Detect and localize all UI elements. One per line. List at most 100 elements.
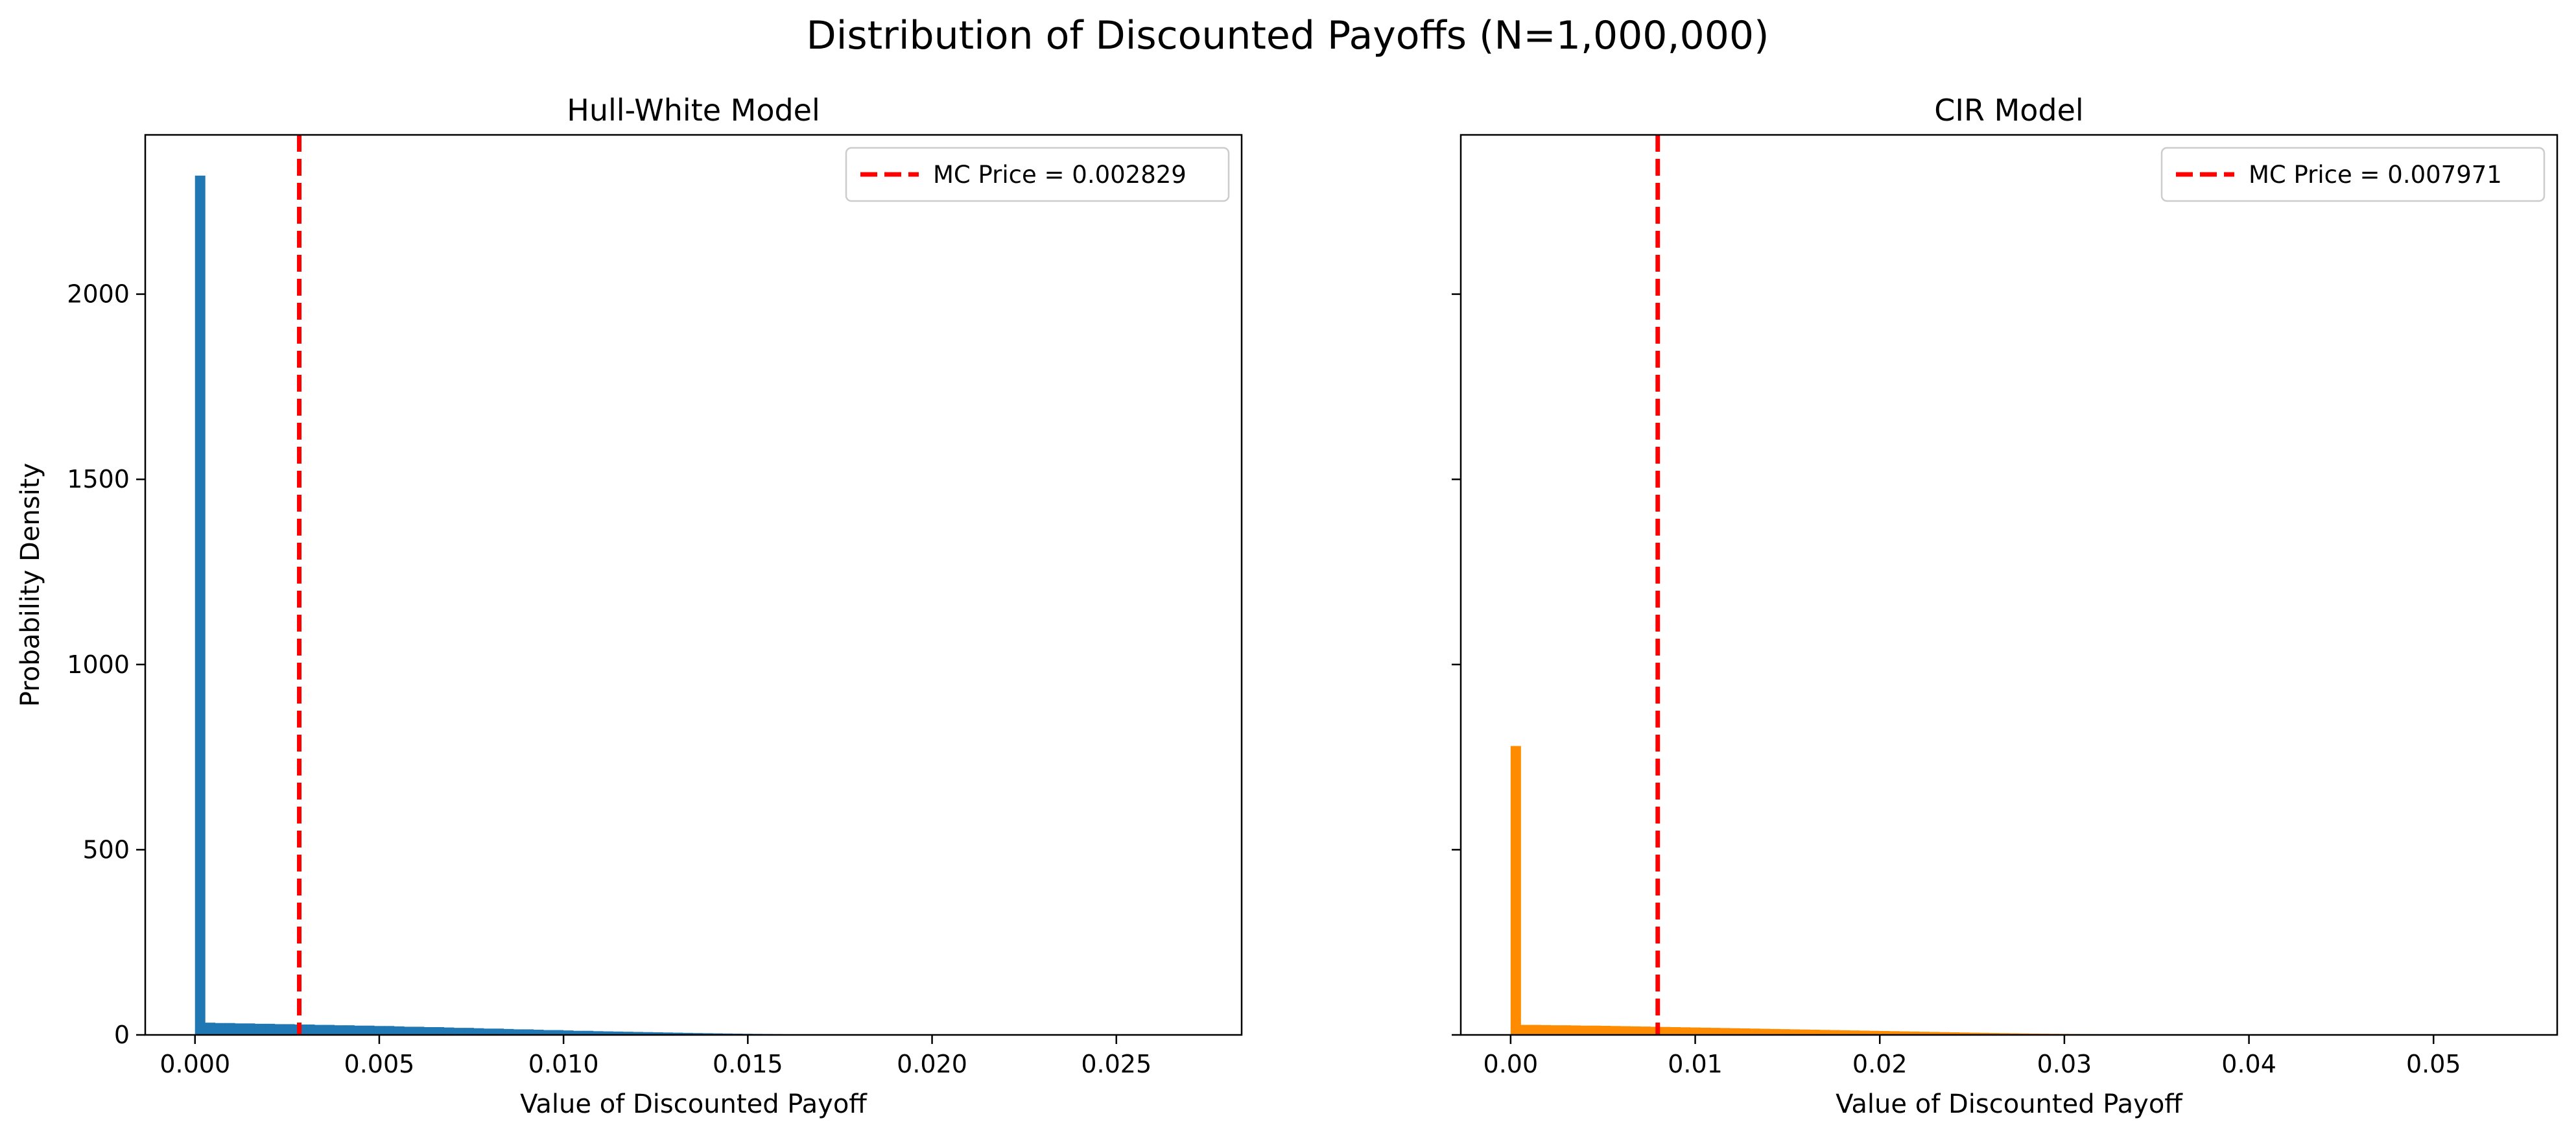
axes-frame bbox=[1459, 134, 2558, 1036]
histogram-bar bbox=[523, 1029, 534, 1035]
x-tick-label: 0.05 bbox=[2406, 1050, 2461, 1078]
histogram-bar bbox=[265, 1023, 276, 1035]
histogram-bar bbox=[1889, 1031, 1900, 1035]
histogram-bar bbox=[1849, 1030, 1860, 1035]
histogram-bar bbox=[1570, 1025, 1581, 1035]
histogram-bar bbox=[1790, 1029, 1801, 1035]
histogram-bars bbox=[1510, 746, 2498, 1035]
histogram-bar bbox=[563, 1030, 574, 1035]
histogram-bar bbox=[1810, 1030, 1821, 1035]
histogram-bar bbox=[1620, 1026, 1631, 1035]
histogram-bar bbox=[404, 1026, 414, 1035]
histogram-bar bbox=[1600, 1026, 1611, 1035]
histogram-bar bbox=[1959, 1032, 1970, 1035]
histogram-bar bbox=[1779, 1029, 1790, 1035]
histogram-bar bbox=[1939, 1032, 1950, 1035]
histogram-bar bbox=[1580, 1025, 1591, 1035]
histogram-bar bbox=[464, 1028, 475, 1035]
histogram-bar bbox=[324, 1025, 335, 1035]
histogram-bar bbox=[244, 1023, 255, 1035]
x-tick-label: 0.010 bbox=[528, 1050, 599, 1078]
histogram-bar bbox=[602, 1031, 613, 1035]
y-tick-label: 1000 bbox=[67, 650, 130, 679]
histogram-bar bbox=[702, 1033, 713, 1035]
histogram-bar bbox=[513, 1029, 524, 1035]
histogram-bar bbox=[1740, 1028, 1751, 1035]
histogram-bar bbox=[423, 1027, 434, 1035]
histogram-bar bbox=[1919, 1032, 1930, 1035]
histogram-bar bbox=[1749, 1028, 1760, 1035]
y-axis-label: Probability Density bbox=[16, 463, 45, 707]
histogram-bar bbox=[1999, 1033, 2010, 1035]
axes-frame bbox=[144, 134, 1243, 1036]
histogram-bar bbox=[1760, 1028, 1771, 1035]
histogram-bar bbox=[1590, 1025, 1601, 1035]
x-axis-label: Value of Discounted Payoff bbox=[1836, 1089, 2183, 1119]
histogram-bar bbox=[344, 1025, 355, 1035]
histogram-bar bbox=[215, 1023, 226, 1035]
histogram-bar bbox=[453, 1028, 464, 1035]
histogram-bar bbox=[224, 1023, 235, 1035]
histogram-bar bbox=[414, 1026, 425, 1035]
histogram-bar bbox=[1949, 1032, 1960, 1035]
histogram-bar bbox=[493, 1028, 504, 1035]
histogram-bar bbox=[1829, 1030, 1840, 1035]
histogram-bar bbox=[205, 1023, 216, 1035]
y-tick-label: 1500 bbox=[67, 465, 130, 493]
histogram-bar bbox=[304, 1025, 315, 1035]
panel-title: CIR Model bbox=[1934, 93, 2083, 128]
legend-label: MC Price = 0.002829 bbox=[933, 161, 1187, 189]
histogram-bar bbox=[533, 1030, 544, 1035]
histogram-bar bbox=[394, 1026, 405, 1035]
histogram-bar bbox=[1969, 1032, 1979, 1035]
histogram-bar bbox=[373, 1026, 384, 1035]
histogram-bar bbox=[1839, 1030, 1850, 1035]
histogram-bar bbox=[663, 1032, 673, 1035]
histogram-bar bbox=[1670, 1027, 1681, 1035]
histogram-bar bbox=[553, 1030, 564, 1035]
histogram-bar bbox=[1540, 1025, 1551, 1035]
histogram-bar bbox=[583, 1030, 594, 1035]
y-tick-label: 0 bbox=[114, 1021, 130, 1049]
histogram-bar bbox=[1719, 1028, 1731, 1035]
histogram-bar bbox=[1929, 1032, 1940, 1035]
y-tick-label: 2000 bbox=[67, 280, 130, 309]
x-tick-label: 0.005 bbox=[344, 1050, 415, 1078]
histogram-bar bbox=[1710, 1028, 1721, 1035]
histogram-bar bbox=[1799, 1029, 1810, 1035]
histogram-bar bbox=[672, 1032, 683, 1035]
histogram-bar bbox=[1699, 1027, 1710, 1035]
legend-box bbox=[2160, 147, 2546, 202]
histogram-bar bbox=[692, 1033, 703, 1035]
histogram-bar bbox=[1859, 1030, 1870, 1035]
x-tick-label: 0.020 bbox=[897, 1050, 967, 1078]
y-tick-label: 500 bbox=[82, 835, 130, 864]
histogram-bar bbox=[1869, 1030, 1880, 1035]
x-tick-label: 0.00 bbox=[1483, 1050, 1539, 1078]
histogram-bar bbox=[1979, 1032, 1990, 1035]
histogram-bar bbox=[434, 1027, 445, 1035]
legend-label: MC Price = 0.007971 bbox=[2249, 161, 2502, 189]
histogram-bar bbox=[473, 1028, 484, 1035]
histogram-bar bbox=[443, 1027, 455, 1035]
histogram-bar bbox=[364, 1025, 375, 1035]
panel-hull-white: Hull-White Model 0.000 0.005 0.010 0.015 0.02… bbox=[16, 93, 1243, 1119]
histogram-bar bbox=[1989, 1033, 2000, 1035]
histogram-bar bbox=[195, 175, 206, 1035]
x-tick-label: 0.02 bbox=[1852, 1050, 1908, 1078]
histogram-bar bbox=[622, 1032, 633, 1035]
histogram-bars bbox=[195, 175, 1181, 1035]
histogram-bar bbox=[284, 1024, 295, 1035]
histogram-bar bbox=[593, 1031, 604, 1035]
x-axis-label: Value of Discounted Payoff bbox=[520, 1089, 868, 1119]
histogram-bar bbox=[643, 1032, 654, 1035]
x-tick-label: 0.01 bbox=[1668, 1050, 1723, 1078]
histogram-bar bbox=[1909, 1031, 1920, 1035]
histogram-bar bbox=[1819, 1030, 1830, 1035]
histogram-bar bbox=[1899, 1031, 1910, 1035]
histogram-bar bbox=[652, 1032, 663, 1035]
histogram-bar bbox=[1520, 1025, 1531, 1035]
histogram-bar bbox=[334, 1025, 345, 1035]
legend: MC Price = 0.007971 bbox=[2160, 147, 2546, 202]
